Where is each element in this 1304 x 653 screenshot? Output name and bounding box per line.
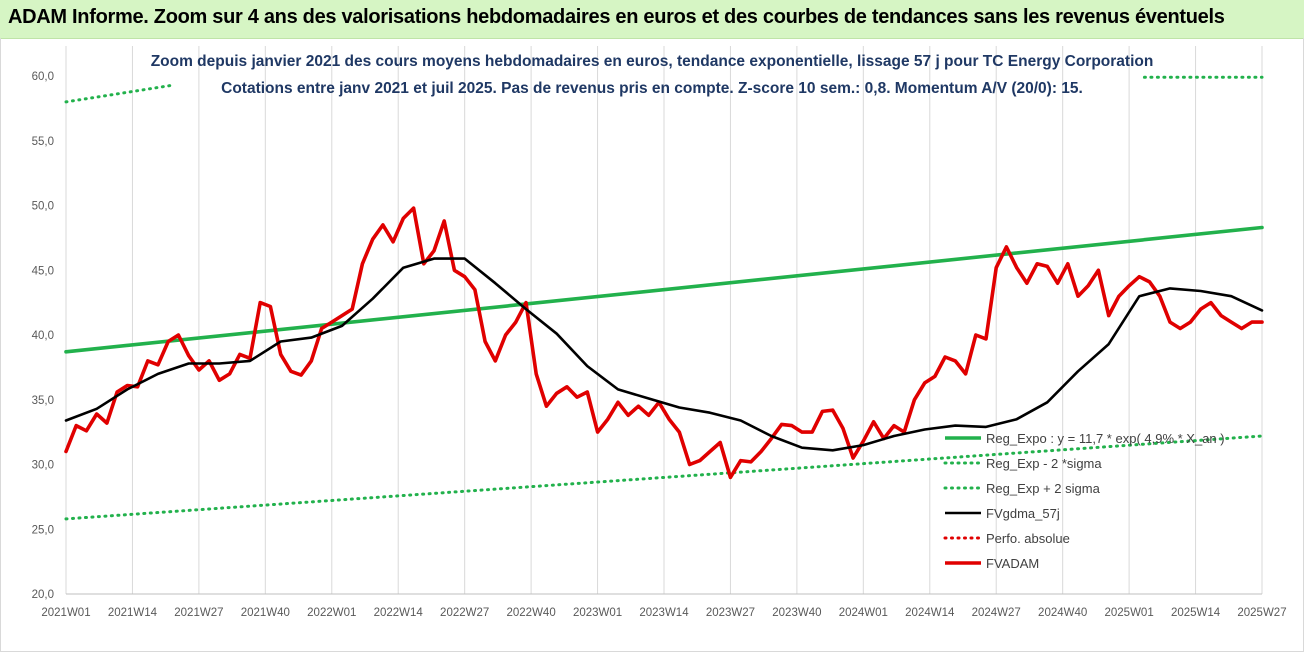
y-tick-label: 35,0: [32, 395, 54, 407]
x-tick-label: 2021W14: [108, 607, 158, 619]
series-line-2: [64, 83, 175, 104]
x-tick-label: 2025W27: [1237, 607, 1286, 619]
report-title: ADAM Informe. Zoom sur 4 ans des valoris…: [8, 6, 1225, 28]
legend-label: FVADAM: [986, 556, 1039, 571]
x-tick-label: 2021W40: [241, 607, 290, 619]
y-tick-label: 50,0: [32, 201, 54, 213]
x-tick-label: 2024W14: [905, 607, 955, 619]
legend-label: Reg_Exp - 2 *sigma: [986, 456, 1102, 471]
chart-title: Zoom depuis janvier 2021 des cours moyen…: [150, 53, 1154, 70]
x-tick-label: 2025W01: [1104, 607, 1153, 619]
legend-label: Reg_Exp + 2 sigma: [986, 481, 1101, 496]
y-tick-label: 45,0: [32, 265, 54, 277]
x-tick-label: 2021W01: [41, 607, 90, 619]
series-line-1: [64, 434, 1264, 521]
chart-subtitle: Cotations entre janv 2021 et juil 2025. …: [221, 80, 1083, 97]
x-tick-label: 2022W40: [506, 607, 555, 619]
x-tick-label: 2023W14: [639, 607, 689, 619]
x-tick-label: 2022W14: [374, 607, 424, 619]
y-tick-labels: 20,0 25,0 30,0 35,0 40,0 45,0 50,0 55,0 60,0: [32, 71, 54, 601]
y-tick-label: 60,0: [32, 71, 54, 83]
y-tick-label: 25,0: [32, 524, 54, 536]
x-tick-labels: 2021W01 2021W14 2021W27 2021W40 2022W01 2022W…: [41, 607, 1286, 619]
legend: Reg_Expo : y = 11,7 * exp( 4,9% * X_an )…: [943, 431, 1225, 571]
series-line-0: [64, 225, 1264, 354]
legend-label: Perfo. absolue: [986, 531, 1070, 546]
vertical-gridlines: [65, 46, 1263, 594]
y-tick-label: 20,0: [32, 589, 54, 601]
series-line-3: [64, 257, 1264, 452]
x-tick-label: 2023W40: [772, 607, 821, 619]
x-tick-label: 2024W40: [1038, 607, 1087, 619]
y-tick-label: 55,0: [32, 136, 54, 148]
y-tick-label: 40,0: [32, 330, 54, 342]
report-banner: ADAM Informe. Zoom sur 4 ans des valoris…: [0, 0, 1304, 39]
series-line-5: [64, 206, 1264, 480]
y-tick-label: 30,0: [32, 460, 54, 472]
series-lines: [64, 75, 1264, 521]
x-tick-label: 2023W01: [573, 607, 622, 619]
x-tick-label: 2022W01: [307, 607, 356, 619]
x-tick-label: 2022W27: [440, 607, 489, 619]
x-tick-label: 2024W01: [839, 607, 888, 619]
x-tick-label: 2025W14: [1171, 607, 1221, 619]
x-tick-label: 2024W27: [972, 607, 1021, 619]
legend-label: FVgdma_57j: [986, 506, 1060, 521]
legend-label: Reg_Expo : y = 11,7 * exp( 4,9% * X_an ): [986, 431, 1225, 446]
x-tick-label: 2023W27: [706, 607, 755, 619]
x-tick-label: 2021W27: [174, 607, 223, 619]
